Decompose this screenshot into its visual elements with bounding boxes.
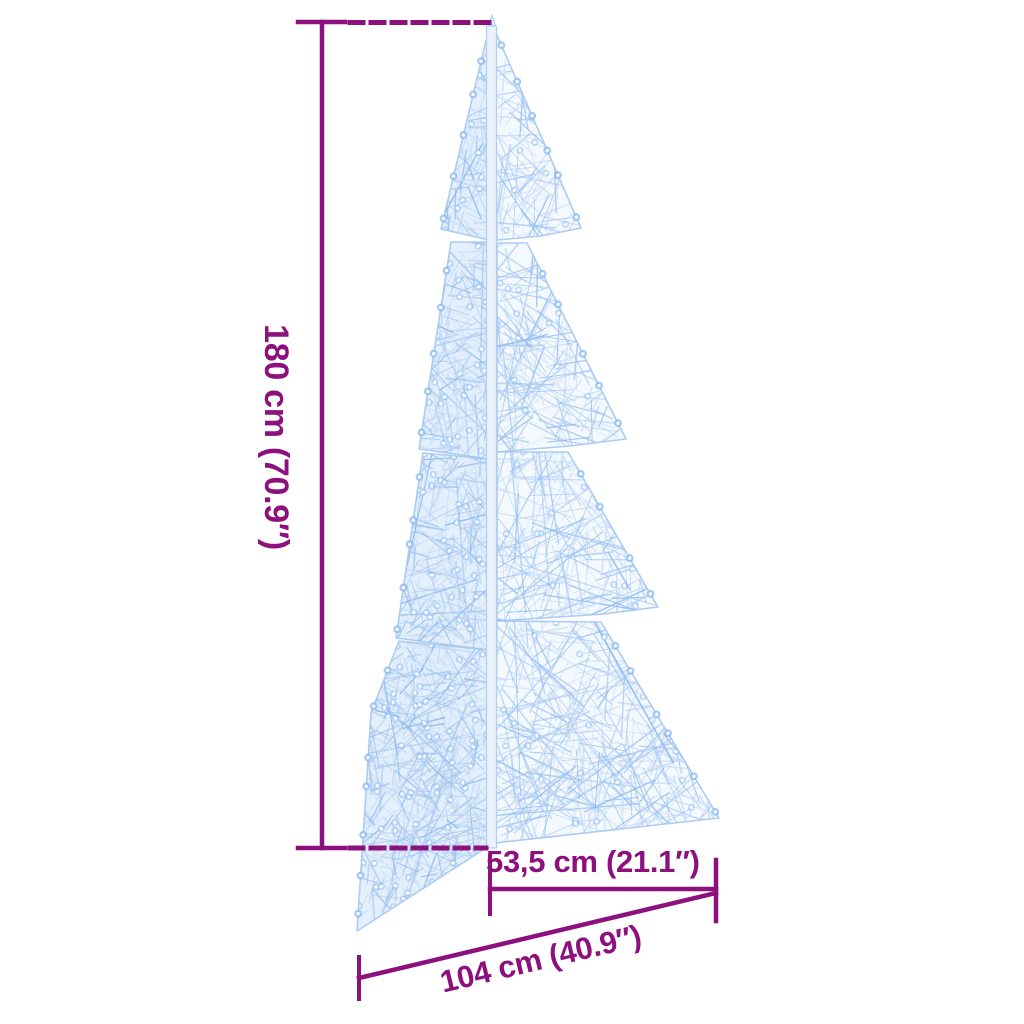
depth-dimension-label: 53,5 cm (21.1″)	[486, 844, 700, 879]
tree-trunk	[485, 13, 498, 849]
led-dots	[354, 41, 720, 918]
width-dimension-line	[356, 890, 719, 981]
height-dimension-label: 180 cm (70.9″)	[257, 324, 295, 550]
width-dimension-label: 104 cm (40.9″)	[437, 918, 645, 1000]
tree-side-panel	[356, 27, 490, 932]
christmas-tree-figure	[354, 13, 720, 932]
